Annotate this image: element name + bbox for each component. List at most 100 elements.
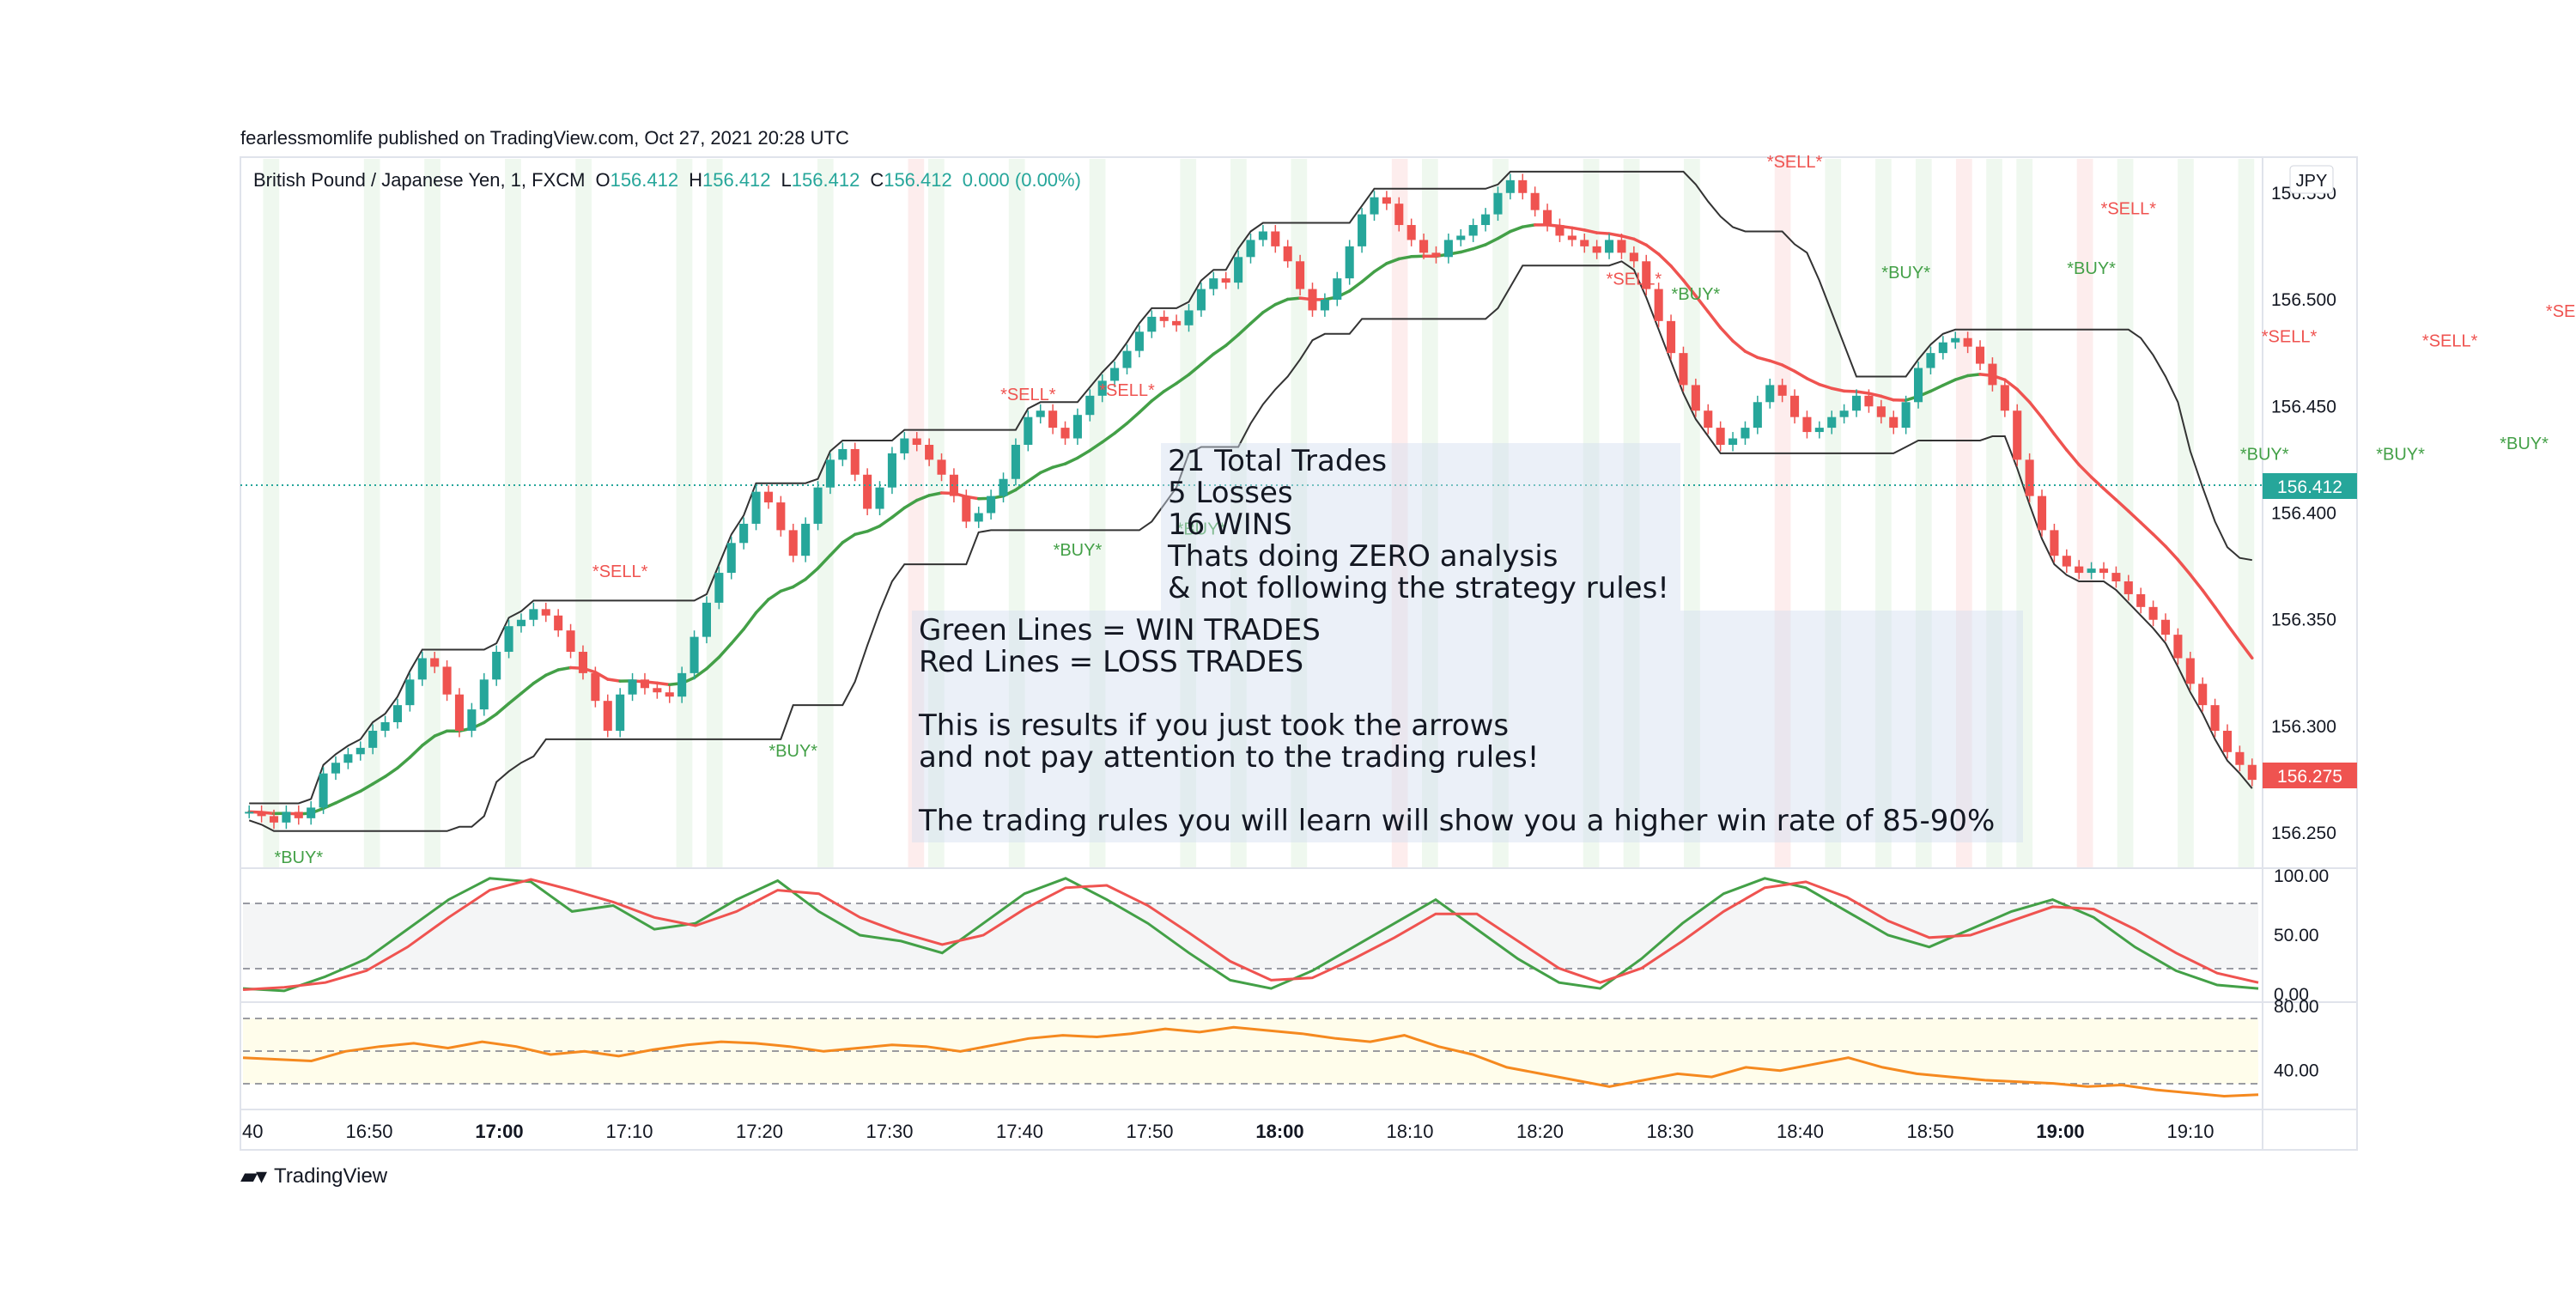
buy-signal-label: *BUY* [274, 848, 323, 867]
current-price-label: 156.412 [2277, 477, 2342, 497]
candle [1406, 225, 1416, 240]
ma-segment [2213, 605, 2229, 627]
candle [1431, 252, 1441, 258]
candle [1901, 402, 1911, 429]
ma-segment [2003, 378, 2019, 392]
ma-segment [914, 494, 931, 502]
ma-segment [841, 532, 857, 544]
candle [925, 444, 934, 460]
candle [2185, 658, 2195, 684]
candle [690, 636, 699, 673]
signal-band [817, 159, 834, 867]
candle [1963, 337, 1972, 347]
signal-band [2178, 159, 2194, 867]
candle [2013, 410, 2022, 460]
signal-band [1774, 159, 1791, 867]
price-tick: 156.450 [2271, 397, 2336, 416]
candle [2025, 459, 2034, 496]
candle [863, 474, 872, 509]
ma-segment [1409, 254, 1425, 258]
candle [1741, 428, 1750, 439]
candle [1777, 385, 1787, 396]
candle [813, 487, 823, 524]
tradingview-logo[interactable]: ▰▾ TradingView [240, 1163, 387, 1189]
price-tick: 156.300 [2271, 717, 2336, 737]
candle [479, 679, 489, 710]
candle [319, 773, 328, 808]
annotation-line [919, 774, 1995, 805]
time-tick: 17:20 [736, 1121, 783, 1142]
legend-change: 0.000 (0.00%) [963, 169, 1081, 191]
candle [912, 438, 921, 445]
legend-l: 156.412 [792, 169, 860, 191]
donchian-lower [248, 260, 2253, 832]
ma-segment [1273, 297, 1290, 307]
candle [2148, 606, 2158, 620]
signal-band [263, 159, 280, 867]
ma-segment [1855, 390, 1871, 395]
candle [454, 694, 465, 731]
candle [1951, 337, 1960, 343]
ma-segment [1026, 471, 1042, 483]
candle [1642, 261, 1651, 289]
legend: British Pound / Japanese Yen, 1, FXCM O15… [253, 169, 1081, 191]
candle [1358, 214, 1367, 246]
signal-band [1180, 159, 1197, 867]
ma-segment [927, 491, 944, 497]
signal-band [2238, 159, 2255, 867]
time-tick: 18:50 [1906, 1121, 1953, 1142]
candle [269, 816, 279, 823]
candle [702, 602, 711, 637]
candle [1011, 444, 1020, 479]
candle [1543, 210, 1552, 226]
candle [640, 679, 649, 689]
candle [1271, 231, 1280, 246]
ma-segment [507, 691, 523, 705]
ma-segment [2189, 573, 2204, 593]
annotation-line: & not following the strategy rules! [1168, 571, 1669, 605]
candle [1975, 346, 1985, 364]
ma-segment [655, 681, 671, 687]
candle [1048, 410, 1058, 429]
ma-segment [705, 655, 721, 671]
brand-name: TradingView [274, 1164, 388, 1188]
candle [1036, 410, 1045, 417]
signal-band [1291, 159, 1308, 867]
candle [900, 438, 909, 453]
candles [245, 173, 2257, 830]
ma-segment [853, 529, 869, 537]
sell-signal-label: *SELL* [1767, 153, 1823, 172]
sell-signal-label: *SELL* [1000, 386, 1056, 404]
ma-segment [1681, 278, 1698, 298]
candle [801, 523, 811, 556]
signal-band [908, 159, 925, 867]
currency-badge[interactable] [2289, 165, 2334, 194]
signal-band [363, 159, 380, 867]
legend-o: 156.412 [611, 169, 679, 191]
signal-band [2016, 159, 2033, 867]
candle [1505, 179, 1515, 193]
ma-segment [1100, 431, 1116, 444]
time-tick: 17:40 [996, 1121, 1043, 1142]
signal-band [2117, 159, 2134, 867]
donchian-channel [248, 170, 2253, 832]
ma-segment [1583, 228, 1599, 234]
candle [1443, 240, 1453, 258]
ma-segment [519, 681, 536, 696]
ma-segment [1249, 311, 1265, 325]
chart-frames [240, 156, 2358, 1151]
ma-segment [371, 775, 387, 786]
annotation-line: and not pay attention to the trading rul… [919, 740, 1540, 775]
candle [294, 812, 303, 818]
candle [1765, 385, 1775, 403]
ma-price-label: 156.275 [2277, 767, 2342, 787]
candle [1468, 225, 1478, 236]
sell-signal-label: *SELL* [2546, 302, 2576, 321]
candle [2247, 764, 2257, 781]
candle [1876, 406, 1886, 417]
candle [1839, 410, 1849, 417]
candle [1605, 240, 1614, 253]
signal-bands [263, 159, 2255, 867]
ma-segment [1138, 399, 1154, 414]
